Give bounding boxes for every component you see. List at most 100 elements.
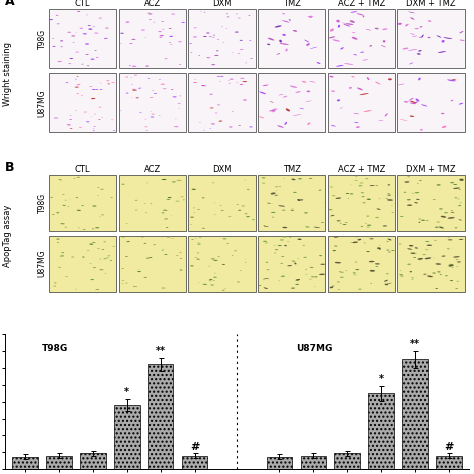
Ellipse shape (213, 277, 217, 278)
Ellipse shape (210, 94, 213, 95)
Ellipse shape (161, 288, 165, 289)
Ellipse shape (282, 20, 290, 23)
Text: *: * (124, 387, 129, 397)
Ellipse shape (217, 76, 220, 77)
Ellipse shape (283, 34, 286, 36)
Ellipse shape (419, 222, 420, 223)
Ellipse shape (302, 245, 305, 246)
Ellipse shape (308, 16, 312, 18)
Ellipse shape (347, 198, 349, 199)
Ellipse shape (370, 185, 374, 186)
Ellipse shape (271, 212, 275, 213)
Ellipse shape (106, 80, 109, 81)
Ellipse shape (330, 215, 335, 216)
Ellipse shape (416, 99, 419, 101)
Ellipse shape (169, 42, 171, 43)
Bar (328, 175, 395, 231)
Ellipse shape (408, 49, 418, 51)
Ellipse shape (144, 277, 147, 278)
Ellipse shape (383, 40, 385, 43)
Ellipse shape (214, 202, 215, 203)
Ellipse shape (360, 52, 364, 53)
Ellipse shape (421, 104, 428, 107)
Ellipse shape (415, 192, 419, 193)
Ellipse shape (171, 89, 173, 90)
Ellipse shape (240, 78, 245, 79)
Ellipse shape (274, 195, 278, 196)
Ellipse shape (447, 217, 455, 219)
Ellipse shape (162, 179, 167, 180)
Ellipse shape (169, 28, 172, 29)
Ellipse shape (77, 210, 81, 211)
Ellipse shape (92, 206, 97, 207)
Ellipse shape (101, 214, 104, 215)
Ellipse shape (344, 63, 354, 65)
Ellipse shape (386, 241, 389, 242)
Ellipse shape (79, 127, 82, 128)
Ellipse shape (50, 19, 53, 20)
Ellipse shape (147, 13, 150, 14)
Ellipse shape (355, 262, 357, 263)
Ellipse shape (94, 50, 97, 51)
Ellipse shape (180, 258, 182, 259)
Ellipse shape (191, 239, 194, 240)
Ellipse shape (159, 115, 161, 116)
Ellipse shape (100, 89, 102, 90)
Ellipse shape (264, 226, 269, 227)
Ellipse shape (353, 274, 356, 275)
Ellipse shape (354, 54, 357, 55)
Ellipse shape (444, 212, 448, 213)
Ellipse shape (162, 212, 164, 213)
Ellipse shape (57, 61, 62, 62)
Ellipse shape (86, 121, 90, 122)
Ellipse shape (152, 114, 155, 115)
Ellipse shape (289, 19, 291, 21)
Ellipse shape (335, 262, 341, 264)
Ellipse shape (413, 253, 417, 254)
Ellipse shape (425, 241, 429, 242)
Ellipse shape (222, 264, 225, 265)
Ellipse shape (85, 44, 89, 45)
Ellipse shape (339, 272, 344, 273)
Ellipse shape (93, 26, 95, 27)
Ellipse shape (366, 251, 370, 252)
Ellipse shape (428, 37, 430, 38)
Ellipse shape (415, 101, 418, 103)
Ellipse shape (375, 263, 380, 264)
Ellipse shape (459, 179, 464, 181)
Ellipse shape (309, 178, 312, 179)
Ellipse shape (267, 203, 271, 204)
Ellipse shape (75, 87, 79, 88)
Ellipse shape (259, 117, 264, 118)
Ellipse shape (319, 190, 321, 191)
Text: **: ** (156, 346, 166, 356)
Ellipse shape (352, 37, 357, 40)
Ellipse shape (136, 97, 139, 98)
Ellipse shape (409, 245, 413, 246)
Ellipse shape (67, 32, 71, 33)
Bar (188, 236, 255, 292)
Ellipse shape (209, 36, 212, 37)
Ellipse shape (96, 89, 98, 90)
Ellipse shape (209, 279, 212, 280)
Bar (118, 9, 186, 68)
Ellipse shape (242, 81, 247, 82)
Ellipse shape (287, 265, 292, 266)
Ellipse shape (56, 15, 58, 16)
Ellipse shape (273, 109, 277, 110)
Ellipse shape (220, 76, 224, 77)
Ellipse shape (311, 276, 315, 277)
Ellipse shape (75, 197, 78, 198)
Ellipse shape (360, 182, 364, 183)
Ellipse shape (331, 125, 336, 127)
Bar (80, 453, 106, 469)
Ellipse shape (438, 272, 441, 273)
Ellipse shape (220, 210, 224, 211)
Ellipse shape (176, 180, 182, 181)
Ellipse shape (97, 248, 100, 249)
Text: ACZ + TMZ: ACZ + TMZ (337, 0, 385, 8)
Ellipse shape (90, 263, 91, 264)
Ellipse shape (113, 130, 116, 131)
Ellipse shape (63, 194, 64, 195)
Ellipse shape (278, 245, 282, 246)
